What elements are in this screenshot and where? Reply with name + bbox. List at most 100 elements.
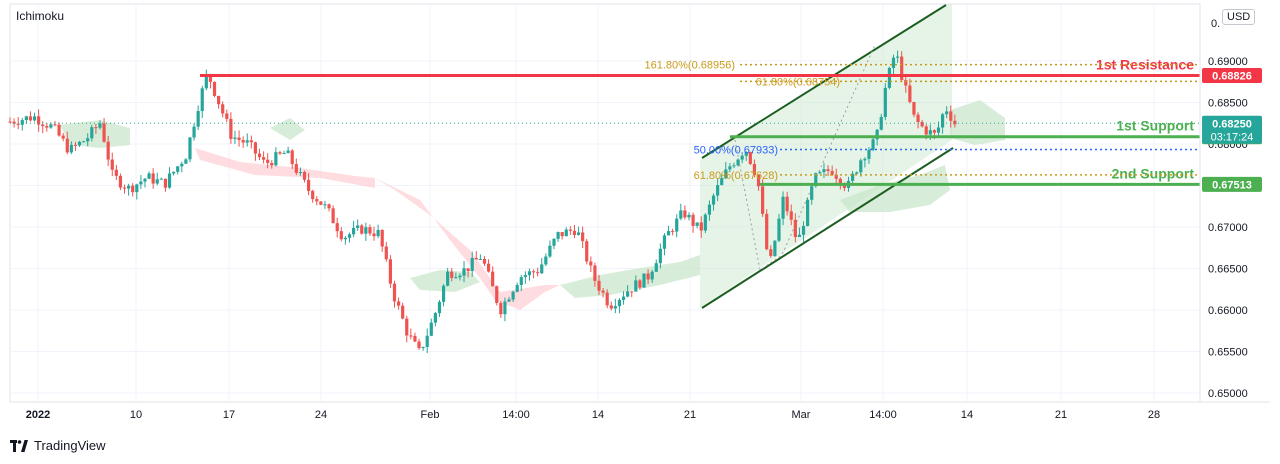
candle-body — [724, 169, 728, 179]
y-tick-label: 0.67000 — [1208, 222, 1248, 234]
candle-body — [949, 111, 953, 121]
candle-body — [916, 114, 920, 122]
candle-body — [257, 153, 262, 158]
candle-body — [143, 178, 147, 182]
candle-body — [139, 181, 143, 185]
candle-body — [789, 211, 793, 220]
x-tick-label: 21 — [1055, 409, 1067, 421]
tradingview-logo[interactable]: TradingView — [10, 438, 106, 453]
y-tick-label: 0.65000 — [1208, 388, 1248, 400]
candle-body — [605, 292, 609, 306]
fib-label: 50.00%(0.67933) — [694, 145, 778, 157]
candle-body — [613, 306, 617, 309]
x-tick-label: 17 — [223, 409, 235, 421]
candle-body — [748, 152, 752, 164]
candle-body — [679, 210, 683, 219]
candle-body — [765, 213, 769, 250]
candle-body — [781, 196, 785, 219]
candle-body — [732, 165, 736, 167]
x-tick-label: Feb — [421, 409, 440, 421]
candle-body — [286, 150, 290, 154]
candle-body — [470, 257, 474, 272]
candle-body — [298, 171, 303, 173]
candle-body — [818, 172, 822, 174]
candle-body — [327, 204, 331, 209]
currency-badge[interactable]: USD — [1222, 9, 1256, 25]
candle-body — [585, 241, 589, 262]
candle-body — [879, 117, 883, 130]
candle-body — [478, 258, 482, 260]
candle-body — [364, 227, 368, 234]
candle-body — [388, 259, 392, 284]
candle-body — [12, 121, 16, 124]
price-tag-text: 0.67513 — [1212, 179, 1252, 191]
candle-body — [57, 124, 61, 136]
candle-body — [90, 127, 94, 139]
candle-body — [695, 222, 699, 226]
candle-body — [245, 140, 249, 143]
candle-body — [887, 67, 892, 88]
y-tick-label: 0.68500 — [1208, 98, 1248, 110]
candle-body — [335, 223, 339, 232]
fibonacci-levels[interactable]: 161.80%(0.68956) 61.80%(0.68754) 50.00%(0.… — [644, 60, 1200, 182]
y-tick-label: 0.69000 — [1208, 56, 1248, 68]
candle-body — [368, 227, 372, 234]
candle-body — [814, 173, 818, 187]
candle-body — [266, 159, 270, 163]
candle-body — [806, 199, 810, 226]
candle-body — [360, 225, 364, 234]
candle-body — [936, 127, 941, 133]
candle-body — [396, 301, 401, 306]
candle-body — [928, 130, 932, 135]
candle-body — [306, 179, 311, 191]
candle-body — [437, 301, 442, 314]
x-tick-label: 14 — [961, 409, 973, 421]
candle-body — [110, 159, 114, 170]
candle-body — [793, 219, 797, 237]
candle-body — [855, 172, 859, 174]
x-tick-label: 28 — [1148, 409, 1160, 421]
candle-body — [777, 218, 781, 241]
candle-body — [675, 218, 679, 232]
candle-body — [454, 277, 458, 279]
candle-body — [290, 150, 294, 165]
candle-body — [294, 164, 298, 173]
candle-body — [642, 273, 646, 288]
candle-body — [752, 163, 757, 175]
candle-body — [417, 341, 421, 349]
candle-body — [98, 123, 102, 128]
candle-body — [609, 305, 613, 309]
candle-body — [41, 124, 45, 127]
candle-body — [28, 116, 33, 121]
candle-body — [8, 121, 12, 123]
candle-body — [601, 290, 605, 293]
candle-body — [859, 160, 863, 173]
candle-body — [495, 286, 499, 303]
candle-body — [691, 214, 695, 226]
candle-body — [940, 114, 945, 128]
candle-body — [740, 155, 744, 160]
ichimoku-cloud-area — [270, 118, 305, 140]
price-tag — [1202, 176, 1262, 192]
candle-body — [433, 313, 437, 323]
indicator-label[interactable]: Ichimoku — [16, 9, 65, 23]
candle-body — [568, 229, 572, 231]
candle-body — [499, 302, 503, 315]
candle-body — [871, 139, 875, 151]
fib-label: 61.80%(0.67628) — [694, 170, 778, 182]
candle-body — [253, 142, 258, 154]
x-tick-label: 14:00 — [869, 409, 897, 421]
candle-body — [65, 138, 69, 153]
candle-body — [527, 271, 532, 276]
candle-body — [343, 237, 348, 240]
candle-body — [683, 210, 687, 218]
candle-body — [769, 249, 773, 256]
candle-body — [785, 196, 789, 212]
candle-body — [53, 124, 57, 126]
ichimoku-cloud-area — [840, 165, 950, 212]
candle-body — [196, 111, 200, 127]
y-tick-label: 0.66000 — [1208, 305, 1248, 317]
candle-body — [482, 258, 487, 264]
candle-body — [135, 184, 139, 193]
